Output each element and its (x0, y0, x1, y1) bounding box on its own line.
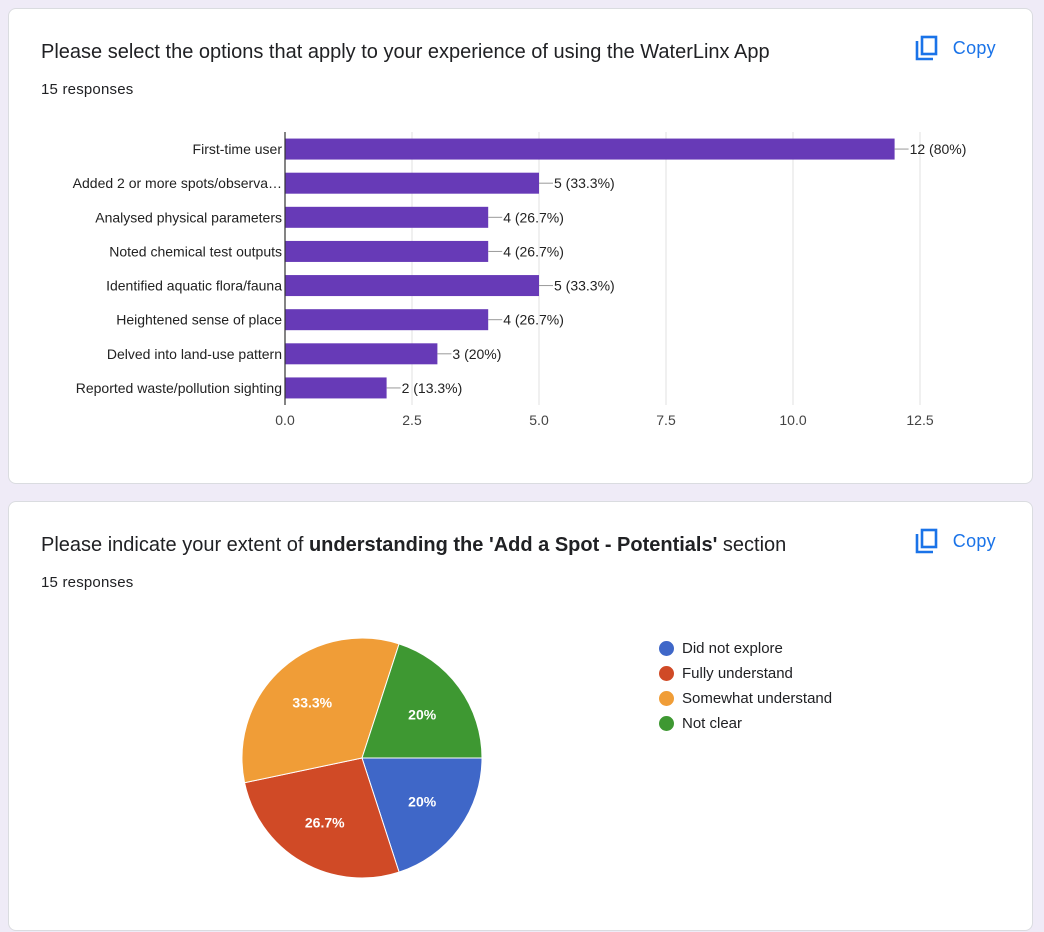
question-title: Please indicate your extent of understan… (41, 532, 786, 558)
pie-chart: 20% 26.7% 33.3% 20% (241, 637, 483, 879)
x-tick-label: 10.0 (779, 412, 806, 428)
category-label: Heightened sense of place (116, 312, 282, 328)
copy-button[interactable]: Copy (915, 528, 996, 554)
x-tick-label: 5.0 (529, 412, 549, 428)
data-label: 12 (80%) (910, 141, 967, 157)
question-title-bold: understanding the 'Add a Spot - Potentia… (308, 534, 718, 556)
legend-item[interactable]: Did not explore (659, 636, 832, 661)
legend-item[interactable]: Not clear (659, 711, 832, 736)
bar (285, 343, 438, 365)
data-label: 5 (33.3%) (554, 278, 615, 294)
bar (285, 138, 895, 160)
response-count: 15 responses (41, 574, 134, 591)
legend-swatch (659, 666, 674, 681)
bar (285, 377, 387, 399)
data-label: 3 (20%) (452, 346, 501, 362)
copy-icon (915, 35, 939, 61)
bar (285, 309, 489, 331)
data-label: 2 (13.3%) (402, 380, 463, 396)
data-label: 5 (33.3%) (554, 175, 615, 191)
category-label: Identified aquatic flora/fauna (106, 278, 282, 294)
legend-swatch (659, 716, 674, 731)
x-tick-label: 7.5 (656, 412, 676, 428)
category-label: First-time user (193, 141, 283, 157)
category-label: Noted chemical test outputs (109, 243, 282, 259)
copy-label: Copy (952, 530, 996, 551)
response-count: 15 responses (41, 81, 134, 98)
category-label: Reported waste/pollution sighting (76, 380, 282, 396)
pie-slice (243, 757, 400, 879)
copy-label: Copy (952, 37, 996, 58)
pie-slice (361, 643, 483, 759)
question-title-post: section (717, 534, 787, 556)
pie-slice (361, 757, 483, 873)
x-tick-label: 2.5 (402, 412, 422, 428)
bar-chart: 0.0 2.5 5.0 7.5 10.0 12.5 First-time user 12 (8… (73, 132, 967, 428)
slice-label: 20% (408, 794, 437, 810)
slice-label: 20% (408, 706, 437, 722)
bar (285, 275, 539, 297)
data-label: 4 (26.7%) (503, 209, 564, 225)
legend-swatch (659, 691, 674, 706)
pie-slice (241, 637, 400, 784)
legend-swatch (659, 641, 674, 656)
legend-item[interactable]: Fully understand (659, 661, 832, 686)
bar (285, 240, 489, 262)
slice-label: 26.7% (305, 814, 345, 830)
x-tick-label: 0.0 (275, 412, 295, 428)
copy-icon (915, 528, 939, 554)
legend-label: Did not explore (682, 640, 783, 657)
question-card-experience: Please select the options that apply to … (8, 8, 1033, 484)
question-title-pre: Please indicate your extent of (41, 534, 309, 556)
category-label: Delved into land-use pattern (107, 346, 282, 362)
data-label: 4 (26.7%) (503, 243, 564, 259)
question-card-understanding: Please indicate your extent of understan… (8, 501, 1033, 931)
x-tick-label: 12.5 (906, 412, 933, 428)
question-title: Please select the options that apply to … (41, 41, 770, 63)
legend-item[interactable]: Somewhat understand (659, 686, 832, 711)
legend-label: Somewhat understand (682, 690, 833, 707)
bar (285, 172, 539, 194)
data-label: 4 (26.7%) (503, 312, 564, 328)
category-label: Added 2 or more spots/observa… (73, 175, 282, 191)
copy-button[interactable]: Copy (915, 35, 996, 61)
legend-label: Not clear (682, 715, 743, 732)
pie-legend: Did not explore Fully understand Somewhat … (659, 636, 832, 736)
bar (285, 206, 489, 228)
slice-label: 33.3% (292, 695, 332, 711)
category-label: Analysed physical parameters (95, 209, 282, 225)
legend-label: Fully understand (682, 665, 793, 682)
